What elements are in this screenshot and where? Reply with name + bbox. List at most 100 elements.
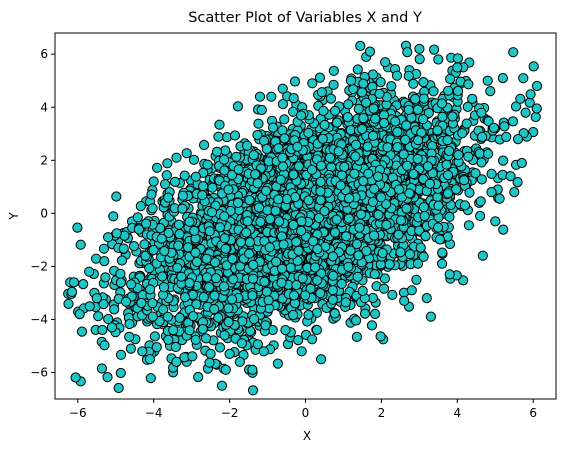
scatter-point <box>229 130 241 141</box>
scatter-point <box>418 114 429 125</box>
scatter-point <box>453 149 464 161</box>
scatter-point <box>288 309 299 321</box>
scatter-point <box>120 296 132 307</box>
scatter-point <box>395 215 407 226</box>
scatter-point <box>386 81 397 92</box>
scatter-point <box>102 372 113 383</box>
scatter-point <box>173 240 184 251</box>
scatter-point <box>411 274 422 285</box>
scatter-point <box>140 250 151 261</box>
scatter-point <box>319 119 330 131</box>
scatter-point <box>193 371 204 383</box>
scatter-point <box>530 111 541 123</box>
scatter-point <box>75 239 86 250</box>
scatter-point <box>152 162 163 173</box>
scatter-point <box>219 330 230 341</box>
scatter-point <box>367 69 379 80</box>
scatter-point <box>214 119 225 130</box>
scatter-point <box>483 116 494 127</box>
scatter-point <box>177 203 188 214</box>
scatter-point <box>174 229 185 240</box>
scatter-point <box>279 114 290 125</box>
scatter-point <box>221 132 232 143</box>
scatter-point <box>170 341 181 353</box>
scatter-point <box>510 101 522 112</box>
scatter-point <box>325 93 337 104</box>
scatter-point <box>115 367 126 379</box>
scatter-point <box>445 73 456 85</box>
scatter-point <box>115 349 127 360</box>
scatter-point <box>524 97 535 108</box>
scatter-point <box>252 129 263 141</box>
scatter-point <box>358 78 369 89</box>
scatter-point <box>172 262 183 273</box>
scatter-point <box>444 211 455 222</box>
scatter-point <box>96 363 108 374</box>
scatter-point <box>98 243 110 254</box>
scatter-point <box>421 293 432 304</box>
scatter-point <box>252 339 263 350</box>
scatter-point <box>179 170 190 181</box>
scatter-point <box>288 93 299 104</box>
scatter-point <box>136 297 147 309</box>
scatter-point <box>444 145 455 157</box>
scatter-point <box>352 64 363 75</box>
scatter-point <box>214 342 226 353</box>
scatter-point <box>124 318 135 330</box>
scatter-point <box>452 53 463 64</box>
scatter-point <box>353 103 364 115</box>
scatter-point <box>432 125 443 136</box>
scatter-point <box>93 311 104 322</box>
scatter-point <box>331 117 343 128</box>
scatter-point <box>135 201 146 212</box>
scatter-point <box>494 193 505 204</box>
scatter-point <box>518 73 529 84</box>
scatter-point <box>163 227 174 239</box>
scatter-point <box>209 290 220 301</box>
scatter-point <box>162 158 173 169</box>
scatter-point <box>384 259 395 270</box>
scatter-point <box>358 113 369 124</box>
scatter-point <box>428 86 439 97</box>
scatter-point <box>316 87 327 98</box>
scatter-point <box>423 107 434 119</box>
scatter-point <box>366 320 378 331</box>
scatter-point <box>437 247 448 258</box>
scatter-point <box>402 47 413 58</box>
scatter-point <box>528 61 539 72</box>
scatter-point <box>108 211 119 222</box>
scatter-point <box>161 170 172 181</box>
scatter-point <box>148 244 159 256</box>
scatter-point <box>72 222 83 233</box>
scatter-point <box>351 239 362 250</box>
scatter-point <box>128 241 140 252</box>
scatter-point <box>370 308 381 319</box>
scatter-point <box>78 279 89 290</box>
scatter-point <box>184 325 195 336</box>
scatter-point <box>236 338 247 349</box>
scatter-point <box>307 334 318 345</box>
scatter-point <box>70 372 81 383</box>
scatter-point <box>146 189 157 200</box>
scatter-point <box>379 273 390 284</box>
scatter-point <box>188 154 200 165</box>
scatter-point <box>100 272 111 283</box>
scatter-point <box>272 358 283 369</box>
scatter-point <box>202 159 213 170</box>
scatter-point <box>191 299 202 310</box>
scatter-point <box>414 54 425 65</box>
scatter-point <box>359 308 371 319</box>
scatter-point <box>512 177 523 188</box>
scatter-point <box>66 286 78 297</box>
scatter-point <box>342 112 353 123</box>
scatter-point <box>267 122 279 133</box>
scatter-point <box>234 356 245 367</box>
scatter-point <box>437 111 448 122</box>
scatter-point <box>256 104 267 116</box>
scatter-point <box>293 335 304 346</box>
scatter-point <box>204 357 215 368</box>
scatter-point <box>163 192 174 203</box>
scatter-point <box>451 184 462 195</box>
scatter-point <box>461 118 472 129</box>
